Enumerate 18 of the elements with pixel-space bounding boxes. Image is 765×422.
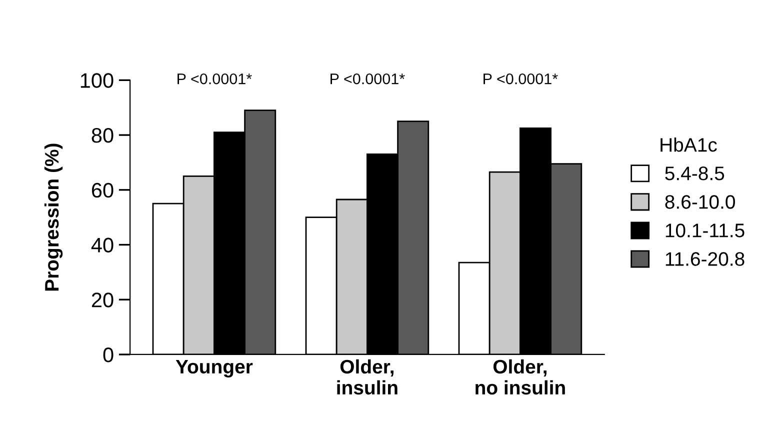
legend-label: 11.6-20.8	[666, 252, 744, 266]
annotation: P <0.0001*	[330, 73, 405, 84]
x-tick-label: Older, insulin	[337, 359, 398, 395]
y-tick-label: 60	[92, 182, 114, 198]
legend-title: HbA1c	[660, 137, 717, 152]
y-tick-label: 40	[91, 238, 114, 253]
annotation: P <0.0001*	[484, 73, 558, 84]
y-tick-label: 0	[103, 347, 114, 362]
y-tick-label: 20	[92, 292, 114, 308]
x-tick-label: Younger	[176, 360, 253, 378]
legend-label: 10.1-11.5	[666, 224, 744, 238]
legend-label: 8.6-10.0	[665, 195, 735, 209]
legend-label: 5.4-8.5	[665, 166, 724, 180]
y-tick-label: 100	[80, 73, 114, 88]
y-axis-title: Progression (%)	[44, 144, 63, 291]
y-tick-label: 80	[92, 128, 114, 143]
annotation: P <0.0001*	[178, 73, 252, 84]
x-tick-label: Older, no insulin	[476, 359, 565, 395]
